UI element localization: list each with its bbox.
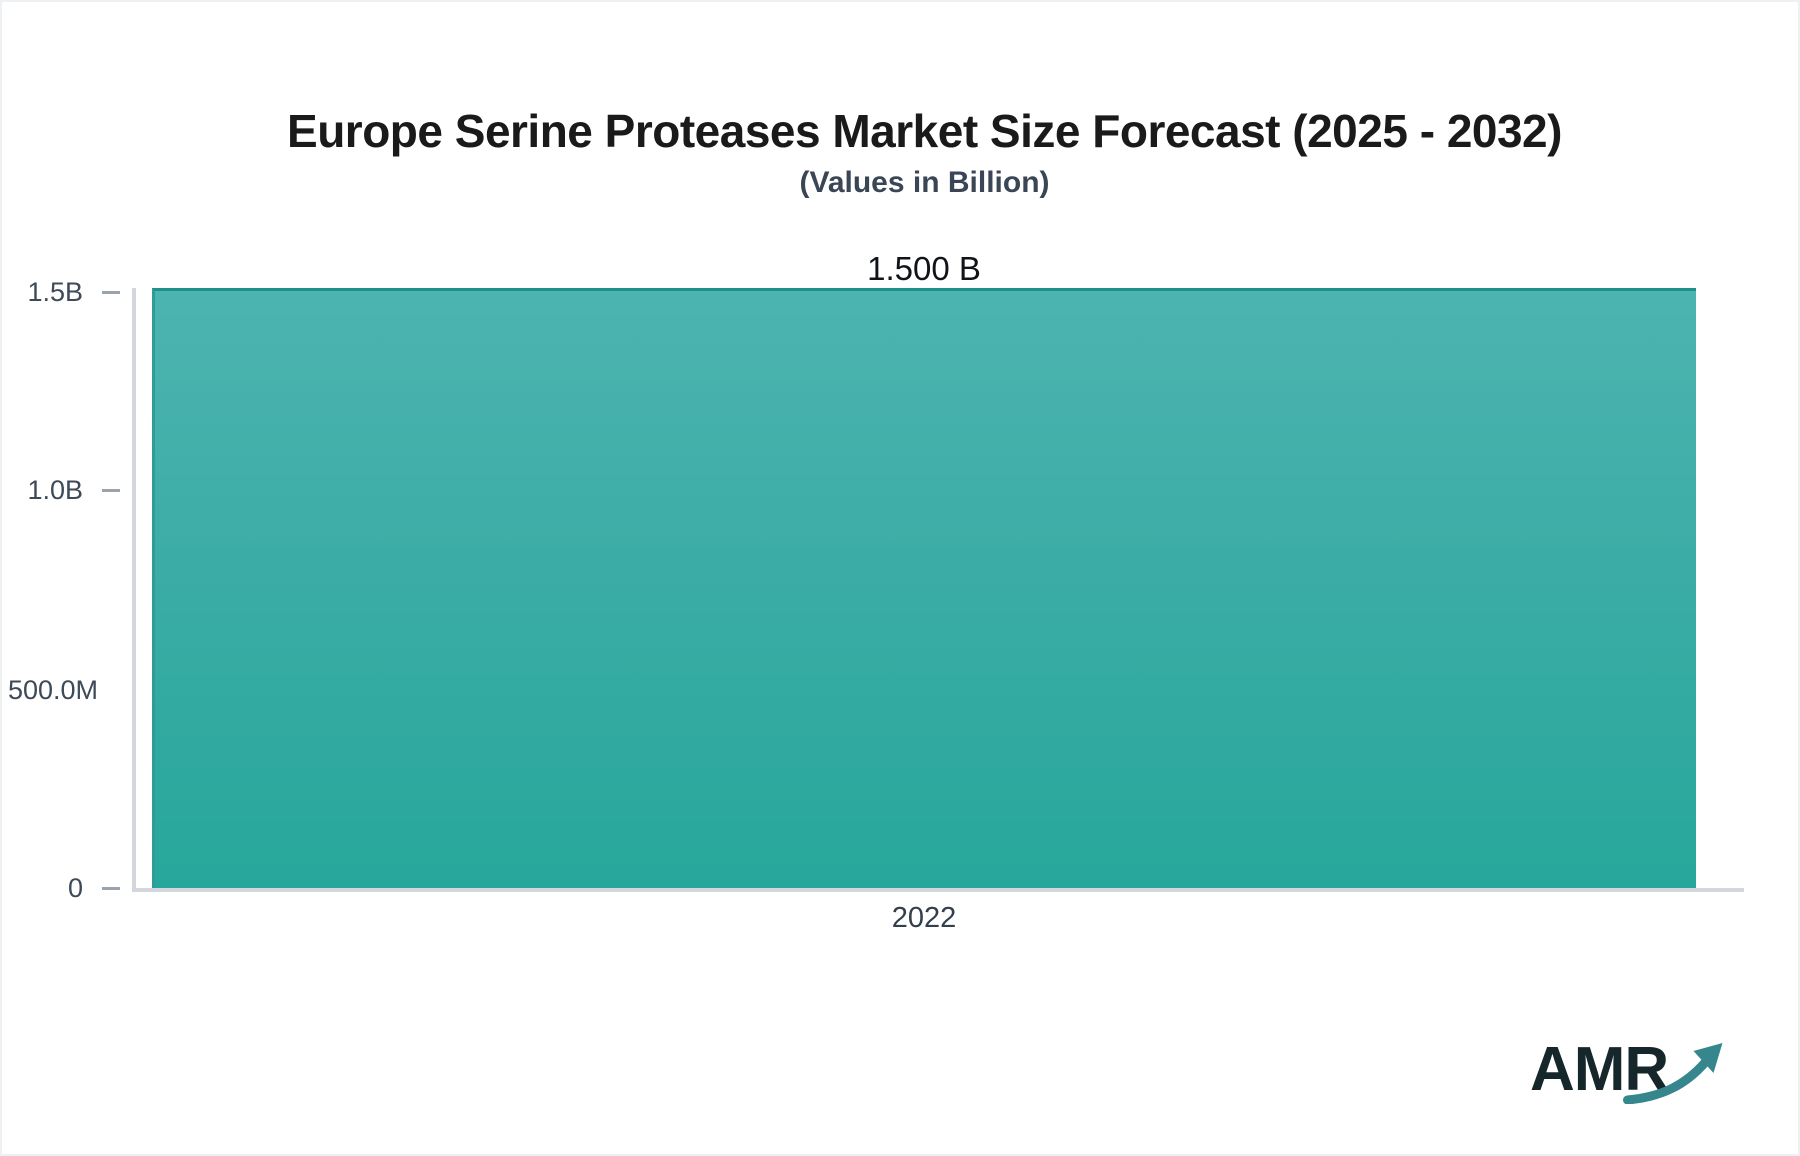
chart-subtitle: (Values in Billion) bbox=[799, 166, 1050, 199]
y-axis-line bbox=[132, 288, 136, 890]
y-axis-label-1-0b: 1.0B bbox=[27, 475, 83, 505]
amr-logo-text: AMR bbox=[1530, 1035, 1669, 1104]
x-axis-label: 2022 bbox=[891, 902, 957, 934]
x-axis-line bbox=[132, 888, 1744, 892]
amr-logo: AMR bbox=[1530, 1034, 1740, 1112]
chart-title: Europe Serine Proteases Market Size Fore… bbox=[287, 105, 1562, 157]
y-axis-label-0: 0 bbox=[67, 873, 83, 903]
bar-value-label: 1.500 B bbox=[867, 250, 981, 287]
bar-2022[interactable] bbox=[152, 288, 1696, 888]
y-axis-label-500m: 500.0M bbox=[7, 675, 98, 705]
y-axis-tick-1-5b bbox=[102, 291, 120, 294]
trend-up-arrow-icon bbox=[1623, 1043, 1723, 1104]
y-axis-tick-1-0b bbox=[102, 489, 120, 492]
y-axis-label-1-5b: 1.5B bbox=[27, 277, 83, 307]
y-axis-tick-0 bbox=[102, 887, 120, 890]
